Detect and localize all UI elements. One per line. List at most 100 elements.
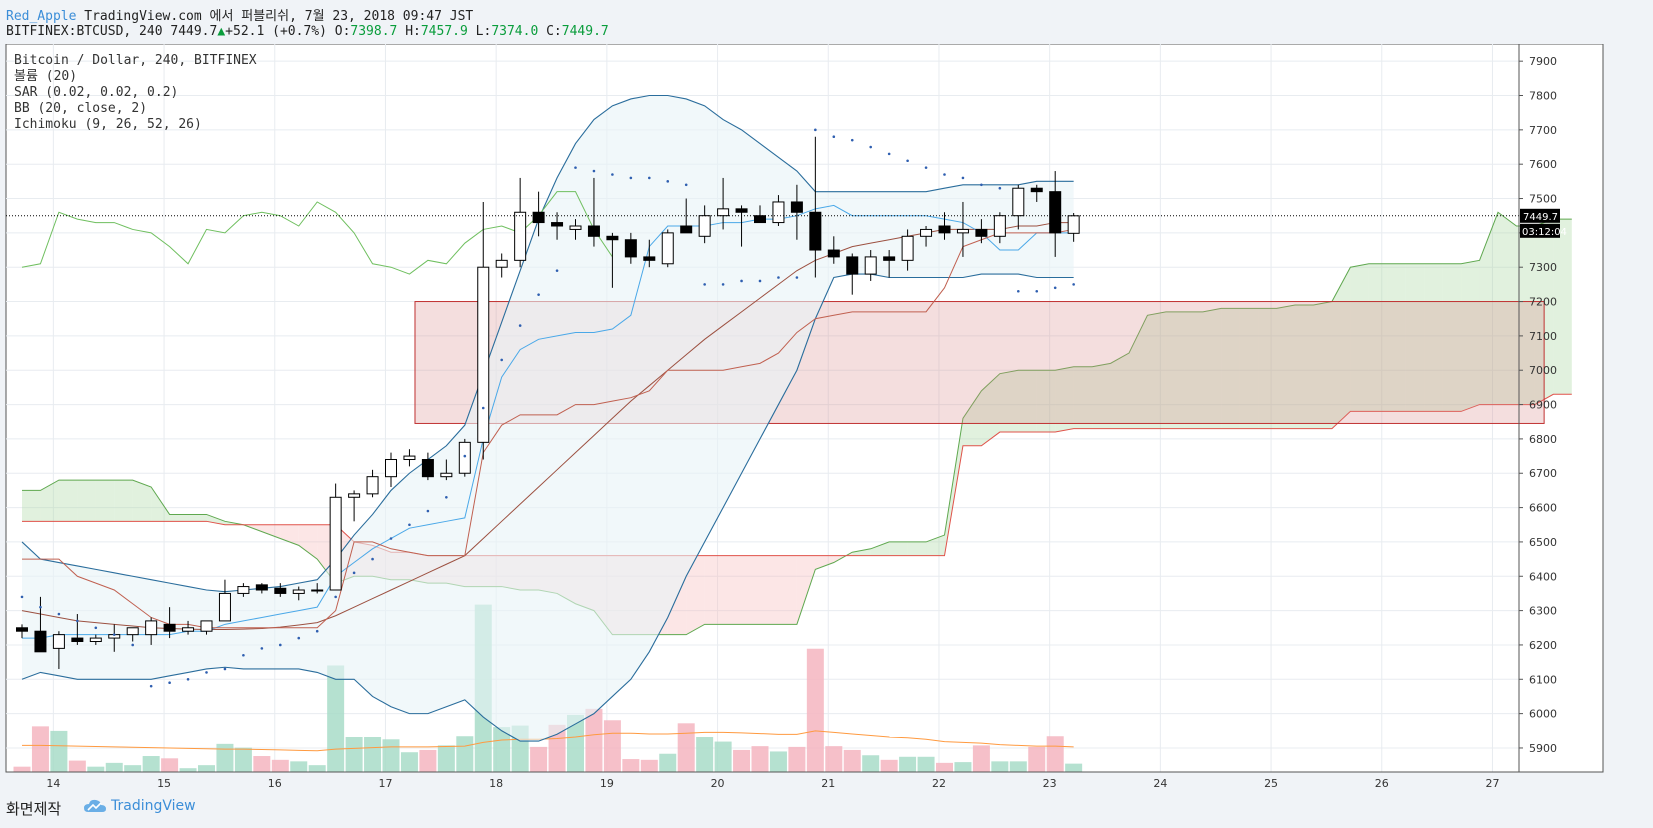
cloud-segment [1516,226,1535,405]
cloud-segment [907,541,927,556]
grid [6,44,1519,772]
volume-bar [327,665,345,772]
cloud-segment [169,514,189,522]
cloud-segment [22,490,41,522]
price-chart[interactable]: Bitcoin / Dollar, 240, BITFINEX 볼륨 (20) … [0,44,1653,792]
candle-body [145,620,158,636]
cloud-segment [1442,263,1462,412]
brand-link[interactable]: TradingView [84,798,196,814]
volume-bar [290,761,308,772]
sar-dot [574,166,577,169]
indicator-lines [21,191,1074,639]
cloud-segment [243,524,262,532]
bb-upper-line [21,94,1074,593]
sar-dot [463,454,467,458]
cloud-segment [1147,311,1166,429]
last-price-tag-label: 7449.7 [1523,212,1558,223]
sar-dot [481,406,485,410]
cloud-segment [77,480,96,522]
sar-dot [352,571,356,575]
candle-body [735,208,748,213]
close-label: C: [546,24,562,39]
x-tick-label: 22 [932,777,946,790]
sar-dot [518,324,522,327]
sar-dot [500,358,504,362]
sar-dot [1035,289,1039,293]
legend-line[interactable]: Bitcoin / Dollar, 240, BITFINEX [14,53,257,68]
candle-body [772,201,785,224]
volume-bar [751,746,769,772]
ohlc-line: BITFINEX:BTCUSD, 240 7449.7▲+52.1 (+0.7%… [6,24,609,39]
y-tick-label: 6500 [1529,536,1557,549]
legend-line[interactable]: 볼륨 (20) [14,69,77,84]
candle-body [606,235,619,241]
volume-bar [714,741,732,772]
cloud-segment [298,524,318,560]
chart-header: Red_Apple TradingView.com 에서 퍼블리쉬, 7월 23… [0,0,1653,44]
candle-body [1012,187,1025,217]
cloud-segment [1036,370,1056,433]
legend-line[interactable]: BB (20, close, 2) [14,101,147,116]
cloud-segment [188,514,207,522]
x-tick-label: 17 [378,777,392,790]
candle-body [52,634,65,649]
sar-dot [666,180,670,183]
sar-dot [703,283,706,286]
bollinger-bands [21,94,1074,742]
sar-dot [814,128,817,132]
sar-dots [20,128,1075,688]
sar-dot [629,176,633,180]
publish-info: TradingView.com 에서 퍼블리쉬, 7월 23, 2018 09:… [84,9,474,24]
volume-bar [1046,736,1064,772]
cloud-segment [280,524,299,546]
volume-bar [548,724,566,772]
cloud-segment [796,555,816,625]
candle-body [182,627,195,632]
sar-dot [20,595,24,599]
sar-dot [279,643,282,647]
candle-body [16,627,28,632]
candle-body [698,215,711,237]
y-tick-label: 7600 [1529,158,1557,171]
y-tick-label: 7900 [1529,55,1557,68]
cloud-segment [206,514,225,525]
volume-bar [68,760,86,772]
candle-body [1049,191,1062,234]
sar-dot [850,138,854,142]
volume-bar [1028,746,1046,772]
candle-body [495,259,508,268]
candle-body [329,496,342,591]
y-tick-label: 7100 [1529,330,1557,343]
volume-bar [954,762,972,772]
sar-dot [260,647,264,650]
cloud-segment [1313,301,1332,429]
candle-body [421,459,434,478]
axes: 5900 6000 6100 6200 6300 6400 6500 6600 6700 6800… [6,44,1567,790]
x-tick-label: 25 [1264,777,1278,790]
cloud-segment [132,480,152,522]
y-tick-label: 7300 [1529,261,1557,274]
x-tick-label: 16 [268,777,282,790]
candle-body [790,201,803,213]
candle-body [846,256,859,275]
sar-dot [869,145,872,149]
candle-body [200,620,213,632]
candle-body [532,211,545,224]
sar-dot [242,653,245,657]
volume-bar [733,749,751,772]
volume-bar [1009,761,1027,772]
legend-line[interactable]: Ichimoku (9, 26, 52, 26) [14,117,202,132]
legend-line[interactable]: SAR (0.02, 0.02, 0.2) [14,85,178,100]
cloud-segment [741,555,760,625]
sar-dot [740,279,743,283]
volume-bar [87,766,105,772]
cloud-segment [1387,263,1406,412]
author-name[interactable]: Red_Apple [6,9,77,24]
sar-dot [297,636,301,640]
candle-body [237,586,250,594]
y-tick-label: 6400 [1529,570,1557,583]
volume-bar [234,747,252,772]
candle-body [34,630,47,653]
x-tick-label: 27 [1485,777,1499,790]
symbol-label[interactable]: BITFINEX:BTCUSD, 240 [6,24,163,39]
